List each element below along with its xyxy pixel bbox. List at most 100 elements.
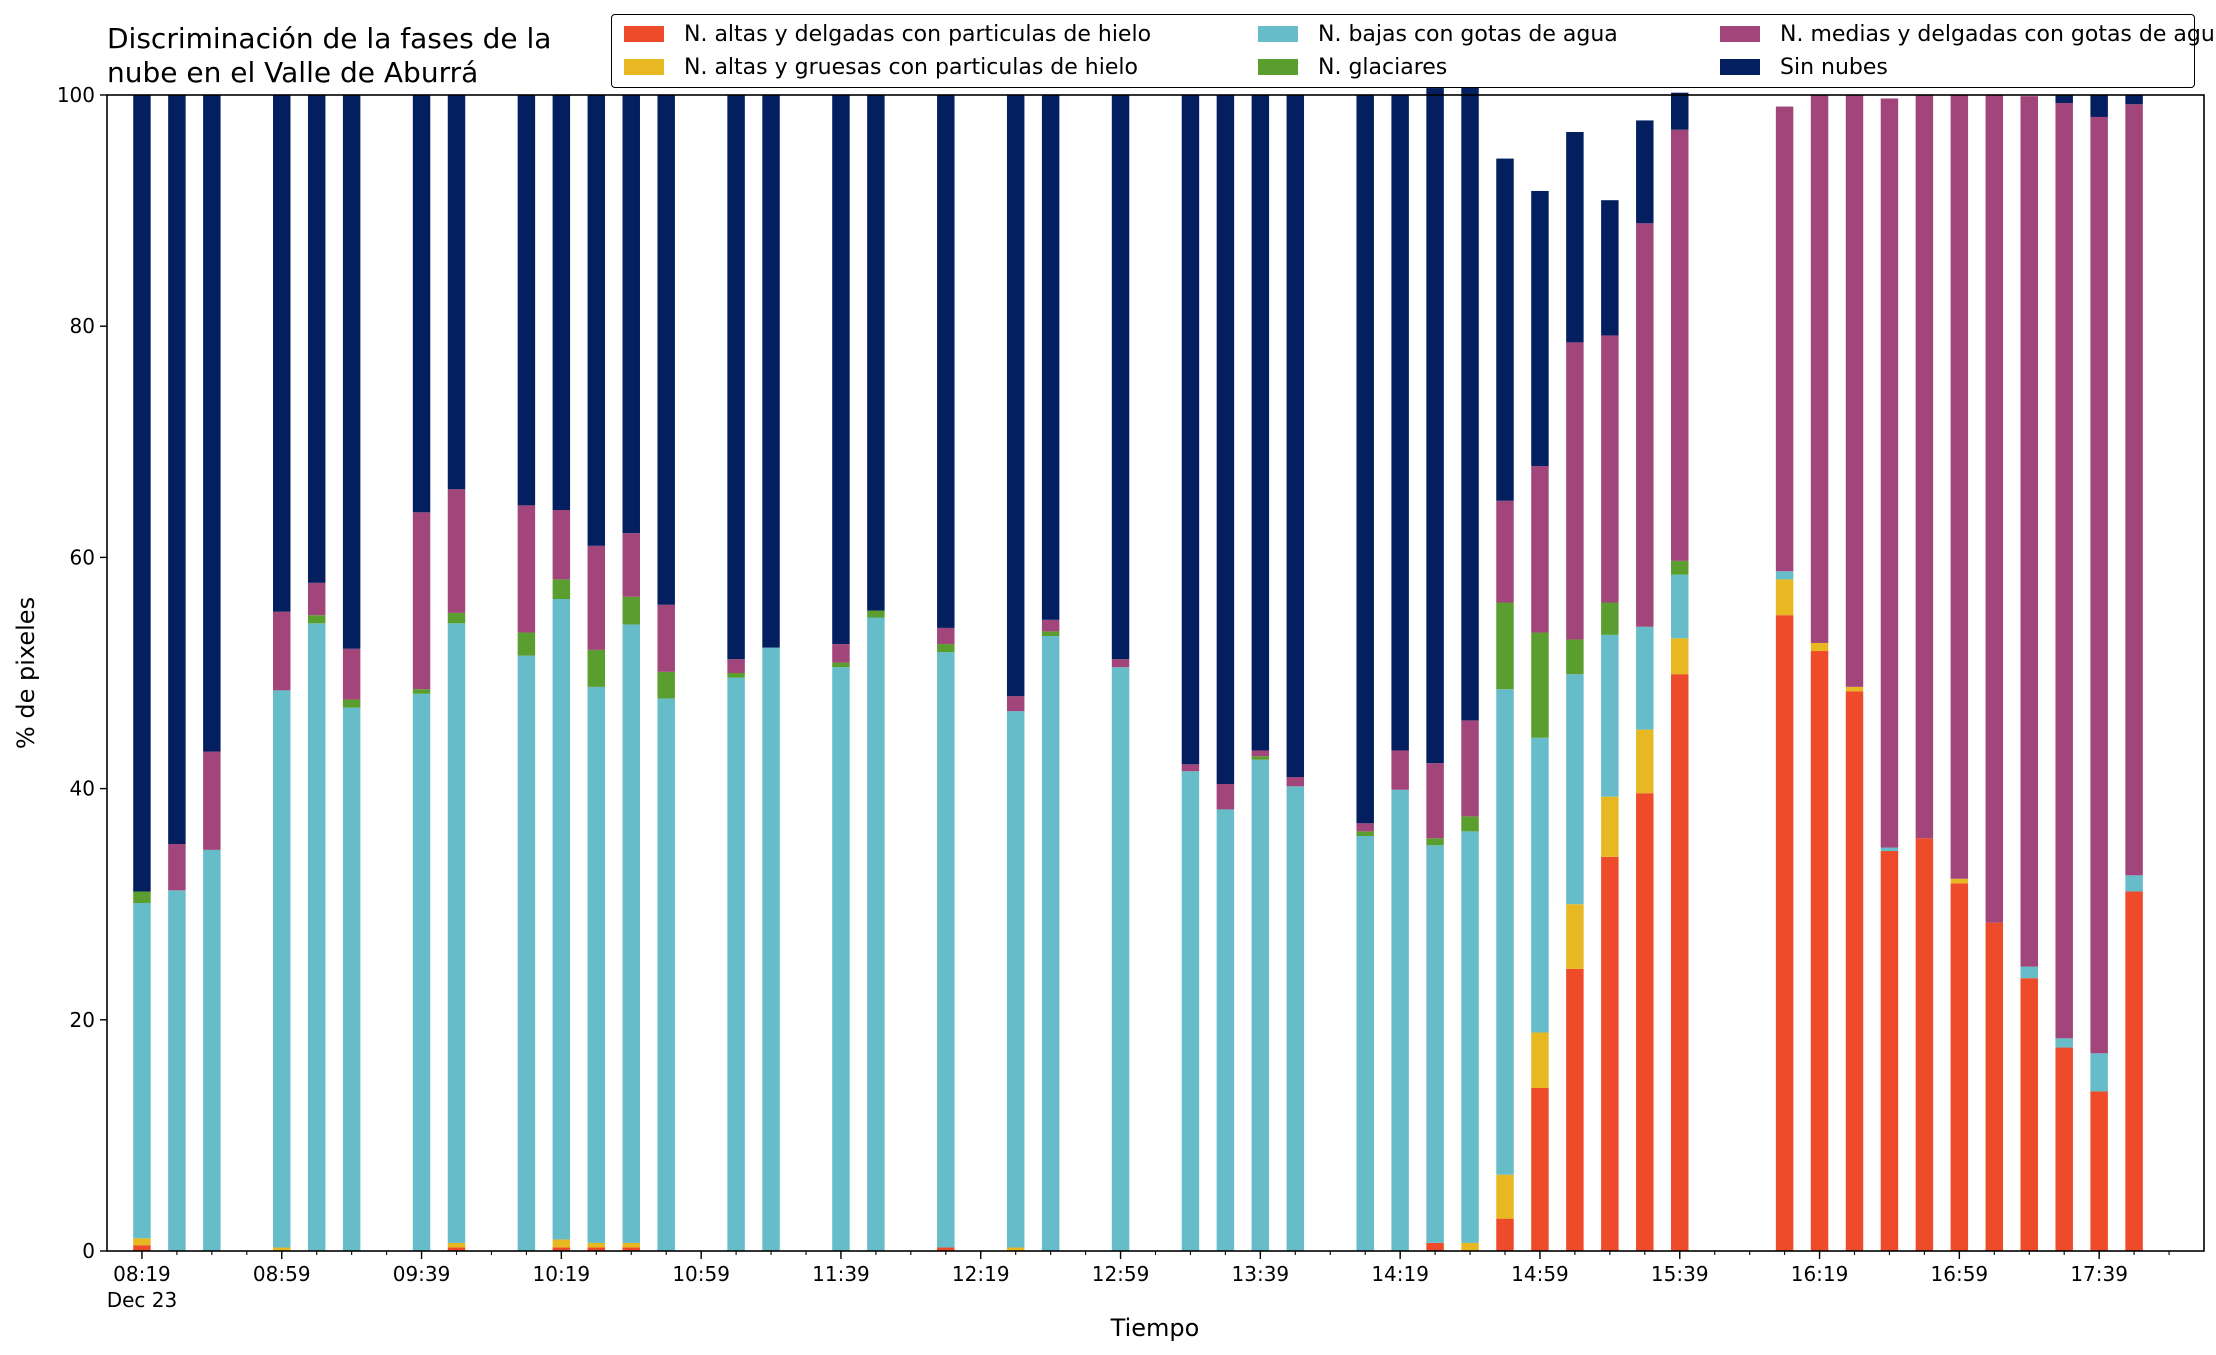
bar-segment-s5-t27 bbox=[1426, 88, 1444, 764]
x-tick-label: 15:39 bbox=[1651, 1262, 1709, 1286]
bar-segment-s0-t39 bbox=[1880, 851, 1899, 1251]
bar-segment-s5-t17 bbox=[937, 95, 955, 628]
bar-segment-s5-t2 bbox=[203, 95, 221, 752]
bar-segment-s4-t39 bbox=[1880, 98, 1899, 848]
bar-segment-s0-t45 bbox=[2090, 1091, 2108, 1251]
bar-segment-s3-t16 bbox=[867, 610, 885, 618]
bar-segment-s4-t21 bbox=[1181, 764, 1200, 772]
bar-segment-s5-t11 bbox=[622, 95, 640, 534]
x-tick-label: 16:59 bbox=[1931, 1262, 1989, 1286]
legend-label: N. medias y delgadas con gotas de agua bbox=[1780, 21, 2216, 47]
bar-segment-s5-t9 bbox=[552, 95, 571, 510]
bar-segment-s2-t9 bbox=[552, 599, 571, 1240]
bar-segment-s2-t25 bbox=[1356, 836, 1374, 1251]
bar-segment-s4-t12 bbox=[657, 604, 675, 672]
legend-swatch bbox=[1258, 26, 1298, 42]
bar-segment-s5-t34 bbox=[1671, 92, 1689, 130]
bar-segment-s2-t28 bbox=[1461, 831, 1479, 1243]
bar-segment-s4-t3 bbox=[273, 611, 291, 691]
bar-segment-s5-t30 bbox=[1531, 190, 1549, 467]
bar-segment-s3-t31 bbox=[1566, 639, 1584, 675]
bar-segment-s5-t20 bbox=[1111, 95, 1130, 660]
x-tick-label: 10:19 bbox=[533, 1262, 591, 1286]
bar-segment-s0-t41 bbox=[1950, 883, 1969, 1251]
legend-item: Sin nubes bbox=[1720, 52, 1888, 82]
bar-segment-s0-t32 bbox=[1601, 856, 1619, 1251]
bar-segment-s5-t29 bbox=[1496, 158, 1514, 501]
legend-item: N. bajas con gotas de agua bbox=[1258, 19, 1618, 49]
bar-segment-s3-t9 bbox=[552, 579, 571, 600]
bar-segment-s4-t40 bbox=[1915, 95, 1934, 839]
x-tick-label: 16:19 bbox=[1791, 1262, 1849, 1286]
bar-segment-s0-t40 bbox=[1915, 838, 1934, 1251]
bar-segment-s4-t5 bbox=[342, 648, 361, 700]
bar-segment-s3-t23 bbox=[1251, 756, 1270, 760]
bar-segment-s4-t33 bbox=[1636, 223, 1654, 627]
bar-segment-s5-t4 bbox=[307, 95, 326, 583]
bar-segment-s2-t33 bbox=[1636, 626, 1654, 730]
bar-segment-s2-t31 bbox=[1566, 674, 1584, 905]
bar-segment-s2-t32 bbox=[1601, 634, 1619, 797]
bar-segment-s5-t46 bbox=[2125, 95, 2143, 105]
y-tick-label: 40 bbox=[70, 777, 95, 801]
bar-segment-s4-t27 bbox=[1426, 763, 1444, 839]
bar-segment-s1-t32 bbox=[1601, 796, 1619, 857]
legend-swatch bbox=[624, 26, 664, 42]
bar-segment-s5-t32 bbox=[1601, 200, 1619, 336]
axes-frame bbox=[106, 94, 2205, 1252]
bar-segment-s5-t19 bbox=[1041, 95, 1060, 620]
bar-segment-s5-t22 bbox=[1216, 95, 1235, 784]
bar-segment-s0-t42 bbox=[1985, 922, 2004, 1251]
bar-segment-s0-t38 bbox=[1845, 691, 1864, 1251]
bar-segment-s3-t29 bbox=[1496, 602, 1514, 690]
bar-segment-s0-t46 bbox=[2125, 891, 2143, 1251]
bar-segment-s0-t31 bbox=[1566, 968, 1584, 1251]
bar-segment-s1-t31 bbox=[1566, 904, 1584, 969]
legend-item: N. medias y delgadas con gotas de agua bbox=[1720, 19, 2216, 49]
bar-segment-s2-t4 bbox=[307, 623, 326, 1251]
legend-label: N. altas y gruesas con particulas de hie… bbox=[684, 54, 1138, 80]
x-tick-label: 14:19 bbox=[1371, 1262, 1429, 1286]
bar-segment-s4-t22 bbox=[1216, 783, 1235, 810]
bar-segment-s5-t18 bbox=[1006, 95, 1025, 697]
x-tick-label: 08:19 bbox=[113, 1262, 171, 1286]
legend-swatch bbox=[1258, 59, 1298, 75]
bar-segment-s2-t18 bbox=[1006, 711, 1025, 1248]
bar-segment-s5-t13 bbox=[727, 95, 745, 660]
bar-segment-s2-t0 bbox=[133, 903, 151, 1239]
bar-segment-s2-t7 bbox=[447, 623, 466, 1243]
bar-segment-s4-t30 bbox=[1531, 466, 1549, 633]
chart-title: Discriminación de la fases de la nube en… bbox=[107, 22, 552, 89]
bar-segment-s2-t26 bbox=[1391, 789, 1409, 1251]
bar-segment-s1-t41 bbox=[1950, 878, 1969, 884]
bar-segment-s2-t36 bbox=[1775, 571, 1794, 580]
bar-segment-s4-t1 bbox=[168, 844, 186, 891]
bar-segment-s1-t33 bbox=[1636, 729, 1654, 794]
bar-segment-s5-t1 bbox=[168, 95, 186, 845]
bar-segment-s3-t0 bbox=[133, 891, 151, 904]
bar-segment-s2-t6 bbox=[412, 693, 431, 1251]
bar-segment-s1-t7 bbox=[447, 1242, 466, 1248]
bar-segment-s5-t3 bbox=[273, 95, 291, 612]
bar-segment-s3-t12 bbox=[657, 671, 675, 699]
legend-swatch bbox=[624, 59, 664, 75]
bar-segment-s4-t43 bbox=[2020, 96, 2038, 967]
bar-segment-s4-t6 bbox=[412, 512, 431, 690]
bar-segment-s3-t28 bbox=[1461, 816, 1479, 832]
y-axis-label: % de pixeles bbox=[12, 597, 40, 749]
bar-segment-s1-t0 bbox=[133, 1238, 151, 1246]
bar-segment-s3-t8 bbox=[517, 632, 536, 656]
legend-item: N. altas y gruesas con particulas de hie… bbox=[624, 52, 1138, 82]
legend-label: N. altas y delgadas con particulas de hi… bbox=[684, 21, 1152, 47]
bar-segment-s2-t34 bbox=[1671, 574, 1689, 639]
bar-segment-s1-t10 bbox=[587, 1242, 606, 1248]
bar-segment-s2-t1 bbox=[168, 890, 186, 1251]
x-tick-label: 08:59 bbox=[253, 1262, 311, 1286]
legend-swatch bbox=[1720, 26, 1760, 42]
bar-segment-s2-t24 bbox=[1286, 786, 1305, 1251]
bar-segment-s5-t23 bbox=[1251, 95, 1270, 751]
bar-segment-s3-t25 bbox=[1356, 831, 1374, 836]
